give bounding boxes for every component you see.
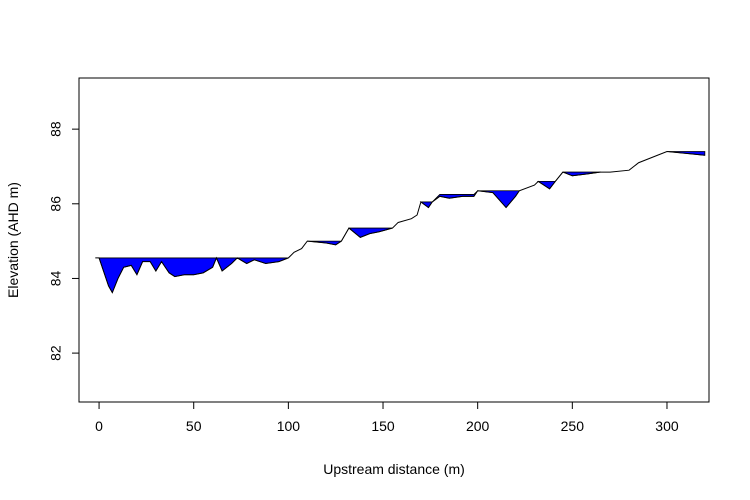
- x-tick-label: 150: [371, 418, 395, 434]
- x-tick-label: 200: [466, 418, 490, 434]
- y-axis-label: Elevation (AHD m): [5, 182, 21, 298]
- x-tick-label: 50: [186, 418, 202, 434]
- x-tick-label: 100: [277, 418, 301, 434]
- x-tick-label: 0: [95, 418, 103, 434]
- pool: [98, 256, 289, 294]
- x-tick-label: 250: [561, 418, 585, 434]
- y-tick-label: 88: [48, 121, 64, 137]
- plot-box: [78, 77, 710, 403]
- x-tick-label: 300: [655, 418, 679, 434]
- y-tick-label: 86: [48, 196, 64, 212]
- y-tick-label: 82: [48, 345, 64, 361]
- bed-line: [95, 151, 705, 294]
- x-axis-label: Upstream distance (m): [323, 461, 465, 477]
- y-tick-label: 84: [48, 270, 64, 286]
